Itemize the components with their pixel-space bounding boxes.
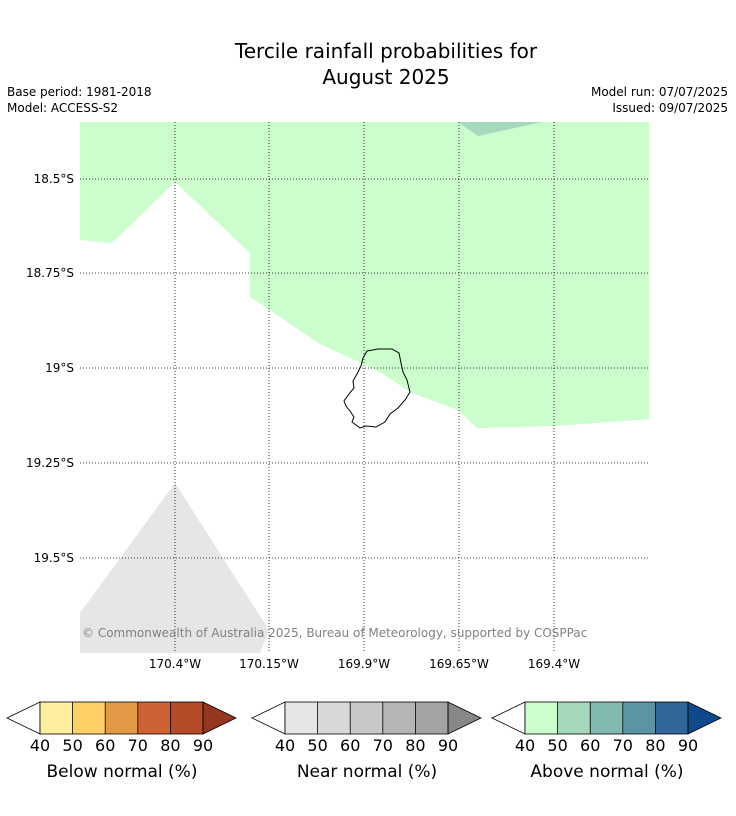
colorbar-lower-extend [6,701,41,735]
title-line-1: Tercile rainfall probabilities for [234,39,538,63]
lon-label: 169.4°W [527,657,581,671]
meta-left: Base period: 1981-2018 Model: ACCESS-S2 [7,84,152,116]
below-normal-colorbar [6,701,237,735]
above-normal-40-50-region [80,122,649,428]
near-normal-legend-title: Near normal (%) [296,762,438,782]
issued-date: Issued: 09/07/2025 [612,101,728,115]
lon-label: 169.9°W [337,657,391,671]
colorbar-bin [525,702,558,734]
lon-label: 169.65°W [429,657,489,671]
colorbar-bin [415,702,448,734]
above-normal-legend-title: Above normal (%) [530,762,684,782]
colorbar-tick: 70 [612,736,633,755]
lon-label: 170.15°W [239,657,299,671]
colorbar-bin [655,702,688,734]
lat-label: 19.25°S [26,456,74,470]
model-name: Model: ACCESS-S2 [7,101,119,115]
colorbar-bin [285,702,318,734]
colorbar-tick: 80 [160,736,181,755]
colorbar-bin [590,702,623,734]
colorbar-bin [137,702,171,734]
colorbar-tick: 50 [307,736,328,755]
colorbar-tick: 80 [405,736,426,755]
colorbar-bin [350,702,383,734]
colorbar-upper-extend [447,701,482,735]
colorbar-bin [105,702,138,734]
colorbar-tick: 60 [95,736,116,755]
colorbar-tick: 40 [274,736,296,755]
colorbar-tick: 90 [192,736,214,755]
colorbar-tick: 50 [62,736,83,755]
colorbar-tick: 80 [645,736,666,755]
colorbar-bin [382,702,416,734]
colorbar-tick: 60 [340,736,361,755]
lat-label: 19°S [45,361,74,375]
colorbar-lower-extend [491,701,526,735]
colorbar-bin [622,702,656,734]
lat-label: 18.5°S [33,172,74,186]
title-line-2: August 2025 [322,65,450,89]
below-normal-legend-title: Below normal (%) [46,762,198,782]
colorbar-tick: 90 [677,736,699,755]
colorbar-bin [317,702,351,734]
colorbar-tick: 70 [127,736,148,755]
lat-label: 18.75°S [26,266,74,280]
island-coastline [343,348,411,429]
colorbar-lower-extend [251,701,286,735]
colorbar-bin [72,702,106,734]
meta-right: Model run: 07/07/2025 Issued: 09/07/2025 [591,84,728,116]
colorbar-tick: 90 [437,736,459,755]
near-normal-colorbar [251,701,482,735]
colorbar-bin [557,702,591,734]
map-svg [80,122,649,653]
colorbar-bin [170,702,203,734]
above-normal-50-60-region [458,122,542,136]
copyright-text: © Commonwealth of Australia 2025, Bureau… [82,626,588,640]
colorbar-upper-extend [202,701,237,735]
colorbar-upper-extend [687,701,722,735]
model-run: Model run: 07/07/2025 [590,85,728,99]
near-normal-40-50-region [80,483,269,653]
map-title: Tercile rainfall probabilities for Augus… [0,38,736,90]
colorbar-tick: 60 [580,736,601,755]
map-panel[interactable] [80,122,649,653]
colorbar-tick: 40 [514,736,536,755]
colorbar-tick: 50 [547,736,568,755]
above-normal-colorbar [491,701,722,735]
lat-label: 19.5°S [33,551,74,565]
colorbar-bin [40,702,73,734]
base-period: Base period: 1981-2018 [7,85,152,99]
colorbar-tick: 40 [29,736,51,755]
lon-label: 170.4°W [148,657,202,671]
colorbar-tick: 70 [372,736,393,755]
gridlines [80,122,649,653]
